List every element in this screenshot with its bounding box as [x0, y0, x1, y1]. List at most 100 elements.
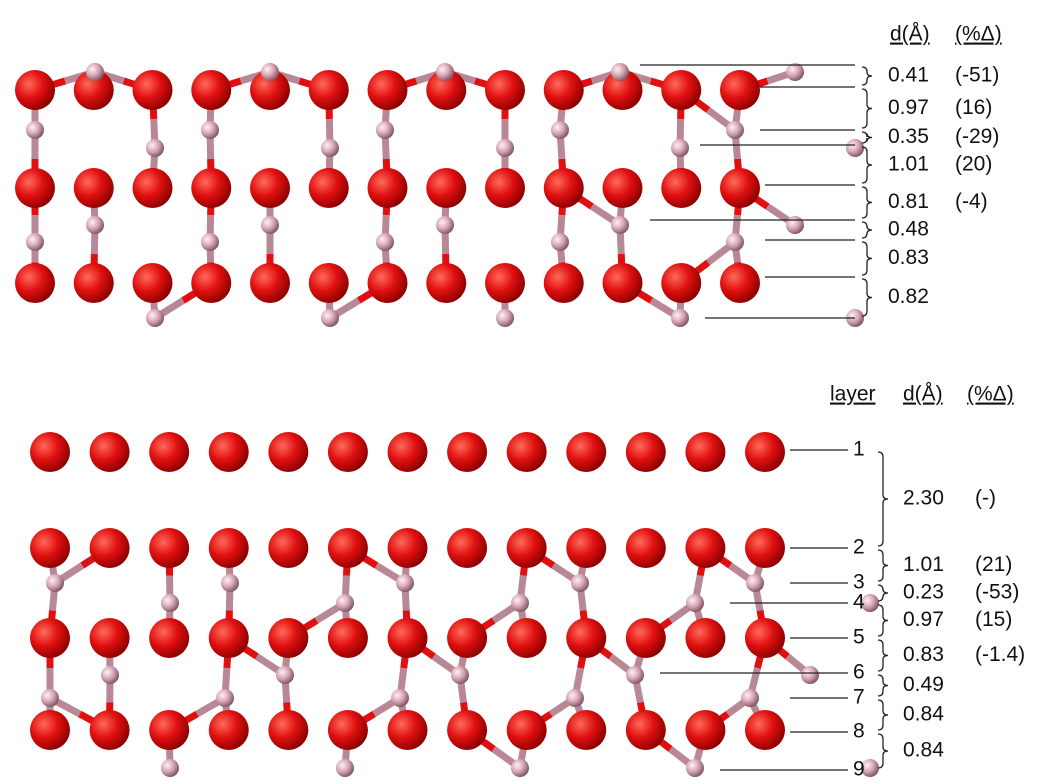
oxygen-atom [566, 618, 607, 658]
brace [861, 186, 873, 219]
oxygen-atom [543, 70, 584, 110]
metal-atom [571, 574, 589, 592]
oxygen-atom [685, 528, 726, 568]
oxygen-atom [367, 70, 408, 110]
oxygen-atom [447, 528, 488, 568]
oxygen-atom [661, 70, 702, 110]
metal-atom [746, 574, 764, 592]
oxygen-atom [720, 263, 760, 303]
percent-change: (15) [975, 608, 1012, 631]
oxygen-atom [327, 432, 368, 472]
metal-atom [261, 216, 279, 234]
metal-atom [26, 233, 44, 251]
spacing-value: 0.97 [888, 96, 929, 119]
percent-change: (16) [955, 96, 992, 119]
brace [877, 699, 889, 731]
oxygen-atom [73, 70, 114, 110]
metal-atom [801, 666, 819, 684]
oxygen-atom [308, 263, 349, 303]
metal-atom [566, 689, 584, 707]
layer-number: 8 [853, 720, 865, 743]
oxygen-atom [191, 263, 232, 303]
metal-atom [786, 216, 804, 234]
spacing-value: 0.35 [888, 125, 929, 148]
oxygen-atom [506, 432, 547, 472]
oxygen-atom [132, 263, 173, 303]
layer-number: 1 [853, 438, 865, 461]
oxygen-atom [625, 528, 666, 568]
metal-atom [436, 63, 454, 81]
metal-atom [46, 574, 64, 592]
oxygen-atom [308, 70, 349, 110]
oxygen-atom [149, 710, 190, 750]
oxygen-atom [89, 432, 130, 472]
metal-atom [496, 309, 514, 327]
spacing-value: 2.30 [903, 487, 944, 510]
oxygen-atom [685, 618, 726, 658]
oxygen-atom [208, 432, 249, 472]
oxygen-atom [191, 70, 232, 110]
oxygen-atom [602, 168, 643, 208]
oxygen-atom [447, 618, 488, 658]
oxygen-atom [268, 618, 309, 658]
oxygen-atom [327, 710, 368, 750]
brace [877, 584, 889, 602]
oxygen-atom [268, 432, 309, 472]
percent-change: (-29) [955, 125, 999, 148]
brace [861, 221, 873, 239]
oxygen-atom [387, 618, 428, 658]
metal-atom [671, 309, 689, 327]
metal-atom [551, 233, 569, 251]
metal-atom [496, 139, 514, 157]
metal-atom [276, 666, 294, 684]
metal-atom [336, 759, 354, 777]
oxygen-atom [387, 710, 428, 750]
oxygen-atom [132, 168, 173, 208]
metal-atom [161, 594, 179, 612]
oxygen-atom [208, 528, 249, 568]
metal-atom [741, 689, 759, 707]
oxygen-atom [506, 710, 547, 750]
oxygen-atom [625, 618, 666, 658]
oxygen-atom [506, 528, 547, 568]
metal-atom [511, 594, 529, 612]
oxygen-atom [327, 618, 368, 658]
metal-atom [391, 689, 409, 707]
metal-atom [216, 689, 234, 707]
metal-atom [611, 216, 629, 234]
oxygen-atom [685, 432, 726, 472]
header-d: d(Å) [890, 23, 930, 46]
oxygen-atom [149, 618, 190, 658]
spacing-value: 0.84 [903, 739, 944, 762]
metal-atom [396, 574, 414, 592]
oxygen-atom [447, 710, 488, 750]
oxygen-atom [250, 263, 290, 303]
oxygen-atom [208, 618, 249, 658]
oxygen-atom [327, 528, 368, 568]
oxygen-atom [745, 432, 785, 472]
oxygen-atom [308, 168, 349, 208]
oxygen-atom [447, 432, 488, 472]
metal-atom [861, 759, 879, 777]
layer-number: 2 [853, 536, 865, 559]
brace [877, 639, 889, 672]
oxygen-atom [566, 528, 607, 568]
oxygen-atom [30, 432, 70, 472]
metal-atom [376, 121, 394, 139]
oxygen-atom [485, 70, 525, 110]
brace [861, 131, 873, 144]
layer-number: 3 [853, 571, 865, 594]
metal-atom [101, 666, 119, 684]
spacing-value: 0.48 [888, 218, 929, 241]
metal-atom [41, 689, 59, 707]
labels: d(Å) (%Δ) layer d(Å) (%Δ) 0.41 (-51) 0.97 (… [640, 23, 1025, 781]
oxygen-atom [73, 168, 114, 208]
oxygen-atom [250, 70, 290, 110]
oxygen-atom [745, 710, 785, 750]
oxygen-atom [602, 70, 643, 110]
oxygen-atom [149, 432, 190, 472]
oxygen-atom [485, 168, 525, 208]
spacing-value: 0.83 [888, 246, 929, 269]
oxygen-atom [602, 263, 643, 303]
spacing-value: 0.23 [903, 581, 944, 604]
